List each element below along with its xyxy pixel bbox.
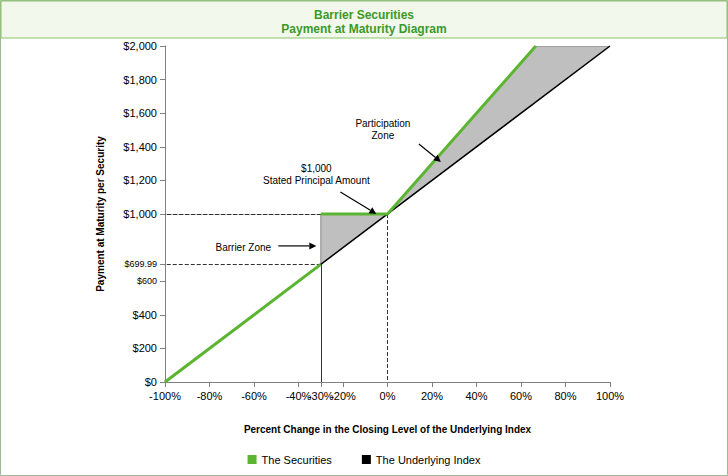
svg-text:$2,000: $2,000 bbox=[123, 40, 157, 52]
svg-text:-40%: -40% bbox=[285, 389, 312, 402]
svg-text:100%: 100% bbox=[596, 390, 624, 402]
svg-text:$699.99: $699.99 bbox=[124, 259, 157, 269]
svg-text:60%: 60% bbox=[510, 390, 532, 402]
svg-text:$1,000: $1,000 bbox=[301, 163, 332, 174]
svg-text:-80%: -80% bbox=[197, 390, 223, 402]
svg-text:40%: 40% bbox=[465, 390, 487, 402]
svg-text:$1,800: $1,800 bbox=[123, 74, 157, 86]
svg-text:Percent Change in the Closing: Percent Change in the Closing Level of t… bbox=[244, 424, 532, 435]
svg-text:-100%: -100% bbox=[149, 390, 181, 402]
svg-text:80%: 80% bbox=[554, 390, 576, 402]
svg-text:$1,000: $1,000 bbox=[123, 208, 157, 220]
svg-text:$400: $400 bbox=[133, 309, 157, 321]
svg-text:Stated Principal Amount: Stated Principal Amount bbox=[263, 175, 370, 186]
svg-text:Zone: Zone bbox=[372, 130, 395, 141]
svg-text:$0: $0 bbox=[145, 376, 157, 388]
svg-text:-60%: -60% bbox=[241, 390, 267, 402]
svg-text:$1,600: $1,600 bbox=[123, 107, 157, 119]
svg-text:Barrier Securities: Barrier Securities bbox=[314, 8, 414, 22]
svg-text:$200: $200 bbox=[133, 342, 157, 354]
svg-text:$1,400: $1,400 bbox=[123, 141, 157, 153]
svg-text:-20%: -20% bbox=[330, 390, 356, 402]
svg-text:$600: $600 bbox=[137, 276, 157, 286]
svg-text:20%: 20% bbox=[421, 390, 443, 402]
svg-text:Payment at Maturity per Securi: Payment at Maturity per Security bbox=[95, 136, 106, 292]
svg-text:Participation: Participation bbox=[355, 118, 410, 129]
svg-text:Payment at Maturity Diagram: Payment at Maturity Diagram bbox=[281, 22, 446, 36]
svg-text:-30%: -30% bbox=[307, 389, 334, 402]
svg-text:Barrier Zone: Barrier Zone bbox=[216, 242, 272, 253]
svg-text:The Securities: The Securities bbox=[262, 454, 333, 466]
svg-text:The Underlying Index: The Underlying Index bbox=[376, 454, 481, 466]
svg-text:$1,200: $1,200 bbox=[123, 174, 157, 186]
svg-text:0%: 0% bbox=[380, 390, 396, 402]
